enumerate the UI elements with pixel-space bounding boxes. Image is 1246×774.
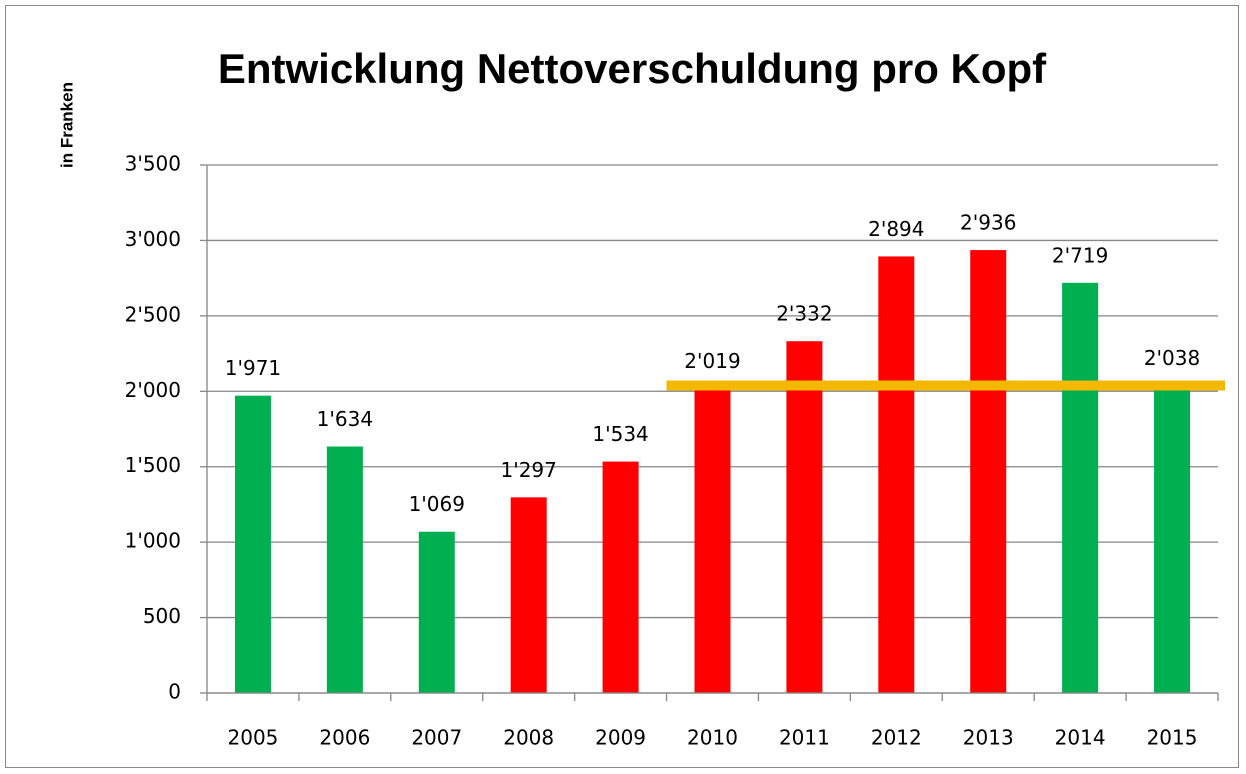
bar [234,395,271,693]
bar [970,250,1007,693]
data-label: 2'332 [776,302,832,326]
data-label: 2'019 [684,349,740,373]
data-label: 1'069 [409,492,465,516]
bar [1062,282,1099,693]
data-label: 2'894 [868,217,924,241]
bar [878,256,915,693]
x-tick-label: 2007 [411,726,462,750]
x-tick-label: 2012 [871,726,922,750]
y-axis-label: in Franken [57,82,76,168]
bar [602,461,639,693]
data-label: 1'297 [500,458,556,482]
y-tick-label: 1'000 [125,529,181,553]
data-label: 2'719 [1052,243,1108,267]
y-tick-label: 2'000 [125,378,181,402]
x-tick-label: 2009 [595,726,646,750]
bar [510,497,547,693]
chart-title: Entwicklung Nettoverschuldung pro Kopf [218,45,1047,92]
y-tick-label: 3'500 [125,152,181,176]
data-label: 1'534 [592,422,648,446]
data-label: 1'971 [225,356,281,380]
data-label: 1'634 [317,407,373,431]
bar [1154,385,1191,693]
y-tick-label: 3'000 [125,227,181,251]
data-label: 2'936 [960,211,1016,235]
x-tick-label: 2013 [963,726,1014,750]
x-tick-label: 2006 [319,726,370,750]
y-tick-label: 0 [168,680,181,704]
y-tick-label: 2'500 [125,302,181,326]
x-tick-label: 2005 [228,726,279,750]
bar [694,388,731,693]
x-tick-label: 2014 [1055,726,1106,750]
bar [326,446,363,693]
y-tick-label: 1'500 [125,453,181,477]
x-tick-label: 2010 [687,726,738,750]
bar [786,341,823,693]
x-tick-label: 2015 [1147,726,1198,750]
x-tick-label: 2008 [503,726,554,750]
x-tick-label: 2011 [779,726,830,750]
bar [418,531,455,693]
data-label: 2'038 [1144,346,1200,370]
y-tick-label: 500 [143,604,181,628]
